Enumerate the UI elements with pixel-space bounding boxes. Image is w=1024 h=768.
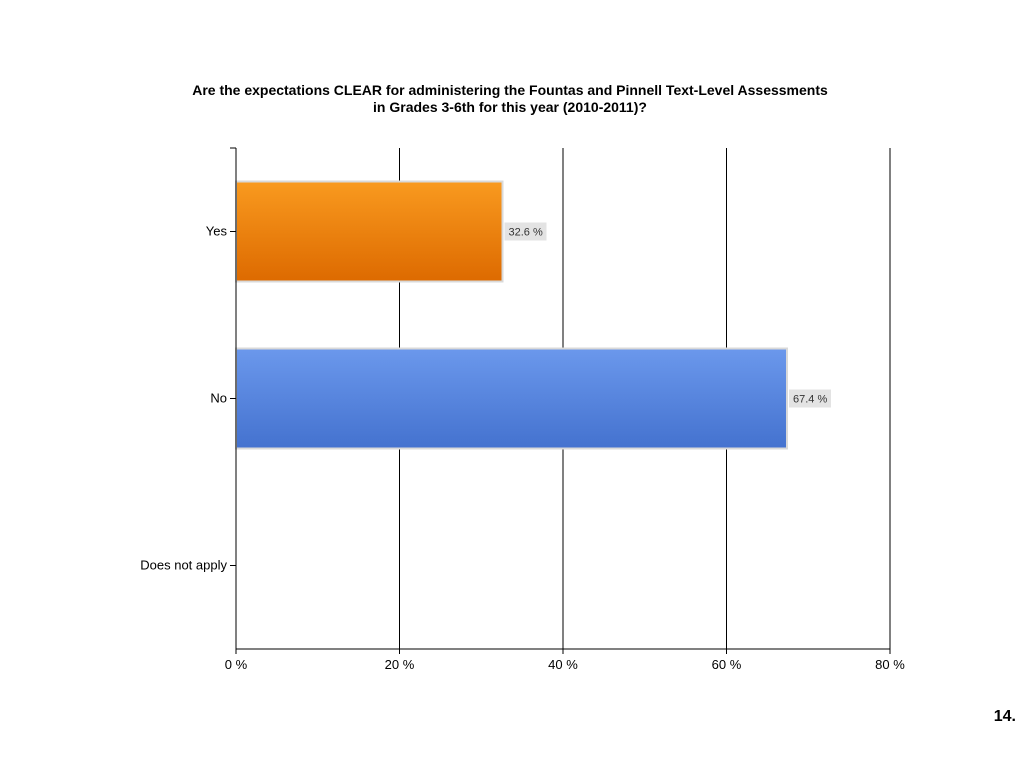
- x-tick-label: 60 %: [712, 657, 742, 672]
- bar-layer: [235, 180, 788, 450]
- x-tick-label: 80 %: [875, 657, 905, 672]
- value-label-bg-1: [788, 389, 831, 408]
- x-tick-label: 20 %: [385, 657, 415, 672]
- bar-no: [235, 347, 788, 450]
- chart-title: Are the expectations CLEAR for administe…: [130, 82, 890, 116]
- category-label: Yes: [206, 224, 228, 239]
- axis-layer: [230, 147, 891, 654]
- value-label: 67.4 %: [793, 394, 827, 406]
- x-tick-label: 0 %: [225, 657, 248, 672]
- label-layer: 32.6 % Yes 67.4 % No Does not apply 0 % 20 % 40…: [140, 222, 905, 672]
- value-label: 32.6 %: [509, 227, 543, 239]
- bar-yes: [235, 180, 504, 283]
- x-tick-label: 40 %: [548, 657, 578, 672]
- value-label-bg-0: [504, 222, 547, 241]
- category-label: Does not apply: [140, 558, 227, 573]
- slide-number: 14.: [993, 708, 1016, 725]
- category-label: No: [210, 391, 227, 406]
- chart-title-line-1: Are the expectations CLEAR for administe…: [192, 82, 828, 98]
- chart-title-line-2: in Grades 3-6th for this year (2010-2011…: [373, 99, 647, 115]
